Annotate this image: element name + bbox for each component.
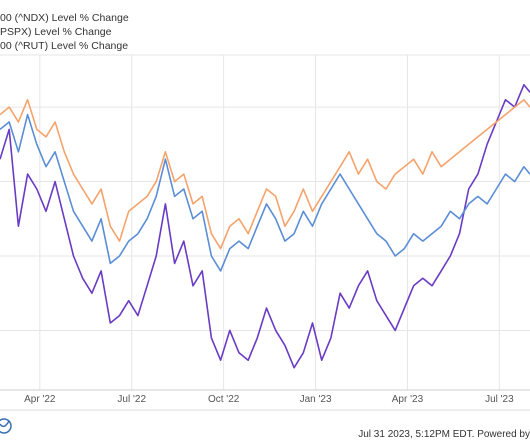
footer: Jul 31 2023, 5:12PM EDT. Powered by (0, 409, 530, 440)
x-tick-label: Apr '23 (392, 394, 424, 405)
x-axis: Apr '22 Jul '22 Oct '22 Jan '23 Apr '23 Jul '… (0, 389, 530, 405)
legend-item-spx[interactable]: PSPX) Level % Change (0, 26, 112, 38)
legend-label-spx: PSPX) Level % Change (0, 26, 112, 38)
x-tick-label: Jul '22 (117, 394, 146, 405)
x-tick-label: Jan '23 (300, 394, 332, 405)
legend-item-rut[interactable]: 00 (^RUT) Level % Change (0, 40, 128, 52)
plot-area: Apr '22 Jul '22 Oct '22 Jan '23 Apr '23 Jul '… (0, 54, 530, 405)
footer-timestamp: Jul 31 2023, 5:12PM EDT. Powered by (358, 429, 530, 440)
series-line-2[interactable] (0, 113, 530, 272)
x-tick-label: Jul '23 (485, 394, 514, 405)
series-line-0[interactable] (0, 84, 530, 369)
legend: 00 (^NDX) Level % Change PSPX) Level % C… (0, 12, 129, 52)
x-tick-label: Apr '22 (24, 394, 56, 405)
x-tick-label: Oct '22 (208, 394, 240, 405)
series-line-1[interactable] (0, 98, 530, 250)
legend-item-ndx[interactable]: 00 (^NDX) Level % Change (0, 12, 129, 24)
series-lines (0, 84, 530, 369)
ycharts-logo-icon (0, 418, 12, 434)
legend-label-rut: 00 (^RUT) Level % Change (0, 40, 128, 52)
legend-label-ndx: 00 (^NDX) Level % Change (0, 12, 129, 24)
gridlines (0, 54, 530, 390)
